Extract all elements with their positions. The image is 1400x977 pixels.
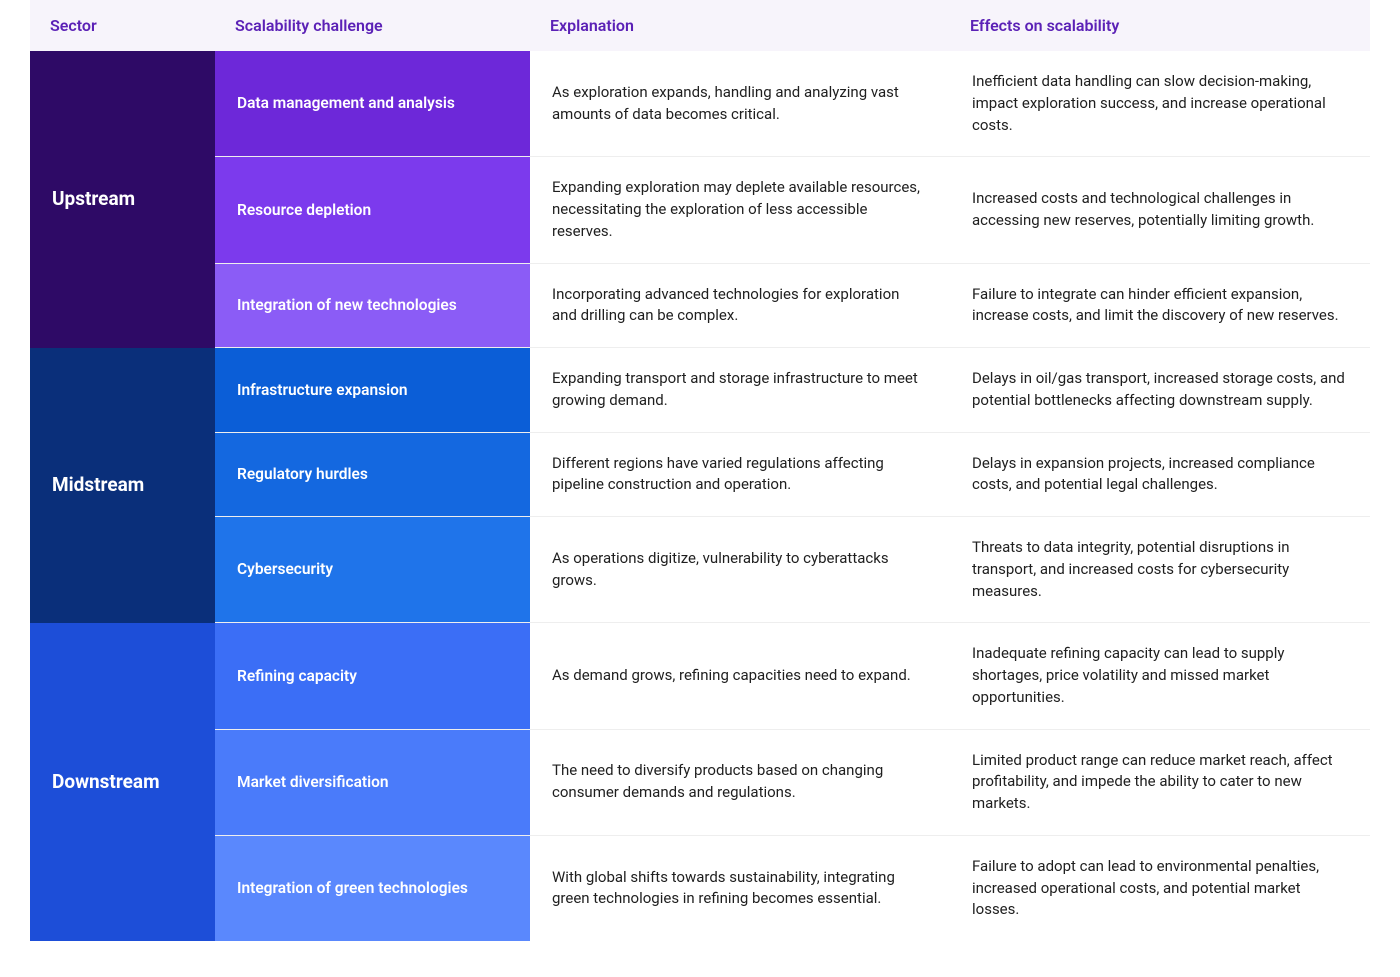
challenge-cell: Infrastructure expansion bbox=[215, 348, 530, 433]
table-row: Integration of green technologiesWith gl… bbox=[30, 835, 1370, 941]
table-row: Market diversificationThe need to divers… bbox=[30, 729, 1370, 835]
sector-cell: Midstream bbox=[30, 348, 215, 623]
effects-cell: Failure to adopt can lead to environment… bbox=[950, 835, 1370, 941]
challenge-cell: Cybersecurity bbox=[215, 517, 530, 623]
effects-cell: Limited product range can reduce market … bbox=[950, 729, 1370, 835]
table-row: Resource depletionExpanding exploration … bbox=[30, 157, 1370, 263]
effects-cell: Increased costs and technological challe… bbox=[950, 157, 1370, 263]
table-row: DownstreamRefining capacityAs demand gro… bbox=[30, 623, 1370, 729]
explanation-cell: Expanding transport and storage infrastr… bbox=[530, 348, 950, 433]
effects-cell: Threats to data integrity, potential dis… bbox=[950, 517, 1370, 623]
header-effects: Effects on scalability bbox=[950, 0, 1370, 51]
challenge-cell: Resource depletion bbox=[215, 157, 530, 263]
explanation-cell: Incorporating advanced technologies for … bbox=[530, 263, 950, 348]
challenge-cell: Refining capacity bbox=[215, 623, 530, 729]
table-body: UpstreamData management and analysisAs e… bbox=[30, 51, 1370, 941]
table: Sector Scalability challenge Explanation… bbox=[30, 0, 1370, 941]
table-row: UpstreamData management and analysisAs e… bbox=[30, 51, 1370, 157]
sector-cell: Upstream bbox=[30, 51, 215, 348]
challenge-cell: Market diversification bbox=[215, 729, 530, 835]
challenge-cell: Regulatory hurdles bbox=[215, 432, 530, 517]
explanation-cell: As operations digitize, vulnerability to… bbox=[530, 517, 950, 623]
table-row: Regulatory hurdlesDifferent regions have… bbox=[30, 432, 1370, 517]
header-sector: Sector bbox=[30, 0, 215, 51]
scalability-table: Sector Scalability challenge Explanation… bbox=[30, 0, 1370, 941]
header-challenge: Scalability challenge bbox=[215, 0, 530, 51]
effects-cell: Delays in expansion projects, increased … bbox=[950, 432, 1370, 517]
table-row: MidstreamInfrastructure expansionExpandi… bbox=[30, 348, 1370, 433]
effects-cell: Delays in oil/gas transport, increased s… bbox=[950, 348, 1370, 433]
challenge-cell: Integration of green technologies bbox=[215, 835, 530, 941]
table-row: Integration of new technologiesIncorpora… bbox=[30, 263, 1370, 348]
explanation-cell: Different regions have varied regulation… bbox=[530, 432, 950, 517]
header-explanation: Explanation bbox=[530, 0, 950, 51]
explanation-cell: As exploration expands, handling and ana… bbox=[530, 51, 950, 157]
table-header: Sector Scalability challenge Explanation… bbox=[30, 0, 1370, 51]
challenge-cell: Data management and analysis bbox=[215, 51, 530, 157]
sector-cell: Downstream bbox=[30, 623, 215, 941]
table-row: CybersecurityAs operations digitize, vul… bbox=[30, 517, 1370, 623]
explanation-cell: With global shifts towards sustainabilit… bbox=[530, 835, 950, 941]
effects-cell: Inefficient data handling can slow decis… bbox=[950, 51, 1370, 157]
explanation-cell: As demand grows, refining capacities nee… bbox=[530, 623, 950, 729]
explanation-cell: The need to diversify products based on … bbox=[530, 729, 950, 835]
effects-cell: Inadequate refining capacity can lead to… bbox=[950, 623, 1370, 729]
explanation-cell: Expanding exploration may deplete availa… bbox=[530, 157, 950, 263]
challenge-cell: Integration of new technologies bbox=[215, 263, 530, 348]
effects-cell: Failure to integrate can hinder efficien… bbox=[950, 263, 1370, 348]
